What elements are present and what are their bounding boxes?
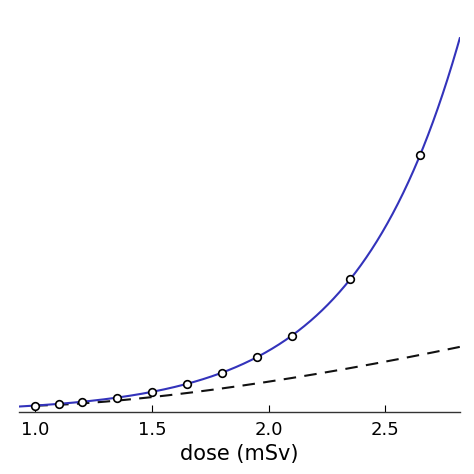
X-axis label: dose (mSv): dose (mSv) (180, 444, 299, 464)
